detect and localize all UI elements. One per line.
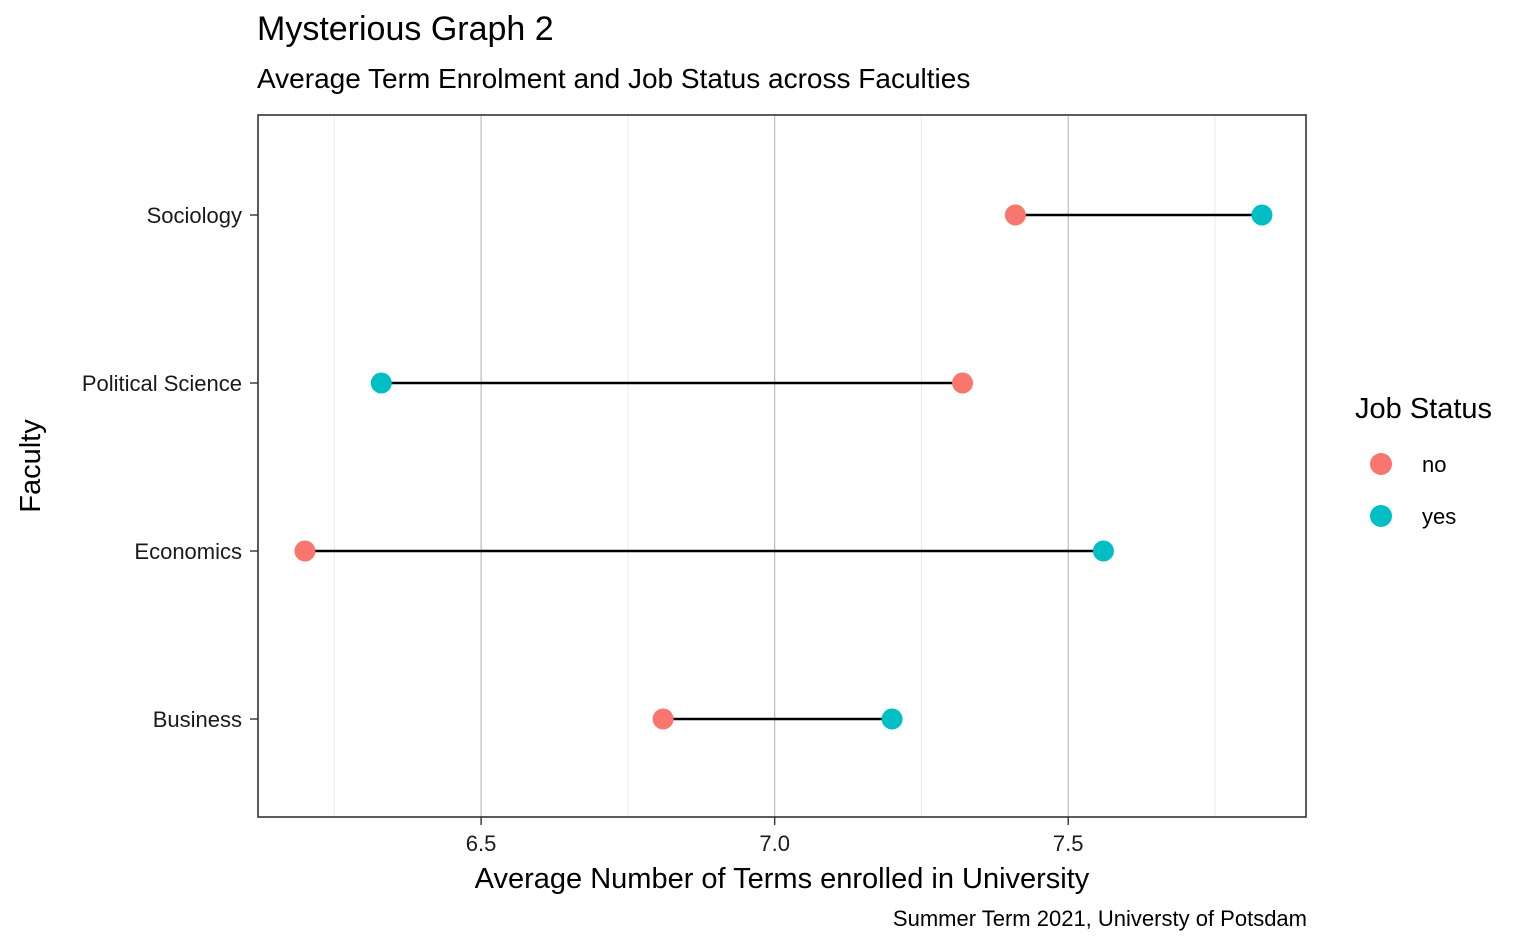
x-tick-label: 7.5 — [1053, 831, 1084, 856]
x-tick-label: 7.0 — [759, 831, 790, 856]
x-tick-label: 6.5 — [466, 831, 497, 856]
point-yes — [1092, 540, 1114, 562]
legend-key-yes — [1370, 505, 1392, 527]
y-tick-label: Economics — [134, 539, 242, 564]
point-no — [952, 372, 974, 394]
segment-layer — [304, 213, 1262, 721]
chart-title: Mysterious Graph 2 — [257, 10, 554, 48]
y-tick-label: Political Science — [82, 371, 242, 396]
y-tick-label: Sociology — [147, 203, 242, 228]
point-yes — [1251, 204, 1273, 226]
y-tick-label: Business — [153, 707, 242, 732]
legend-items: no yes — [1370, 452, 1456, 529]
point-yes — [881, 708, 903, 730]
point-yes — [370, 372, 392, 394]
point-no — [1004, 204, 1026, 226]
point-no — [652, 708, 674, 730]
legend-label: no — [1422, 452, 1446, 477]
plot-panel — [257, 114, 1307, 818]
chart-subtitle: Average Term Enrolment and Job Status ac… — [257, 63, 971, 94]
chart-caption: Summer Term 2021, Universty of Potsdam — [892, 906, 1307, 931]
point-no — [294, 540, 316, 562]
x-axis-title: Average Number of Terms enrolled in Univ… — [475, 863, 1090, 895]
y-axis-title: Faculty — [15, 419, 47, 513]
legend-title: Job Status — [1355, 393, 1492, 425]
legend: Job Status no yes — [1355, 393, 1492, 529]
legend-label: yes — [1422, 504, 1456, 529]
legend-key-no — [1370, 453, 1392, 475]
grid-layer — [333, 115, 1216, 817]
axis-layer: 6.5 7.0 7.5 Sociology Political Science Econo… — [82, 203, 1084, 856]
point-layer — [294, 204, 1273, 730]
